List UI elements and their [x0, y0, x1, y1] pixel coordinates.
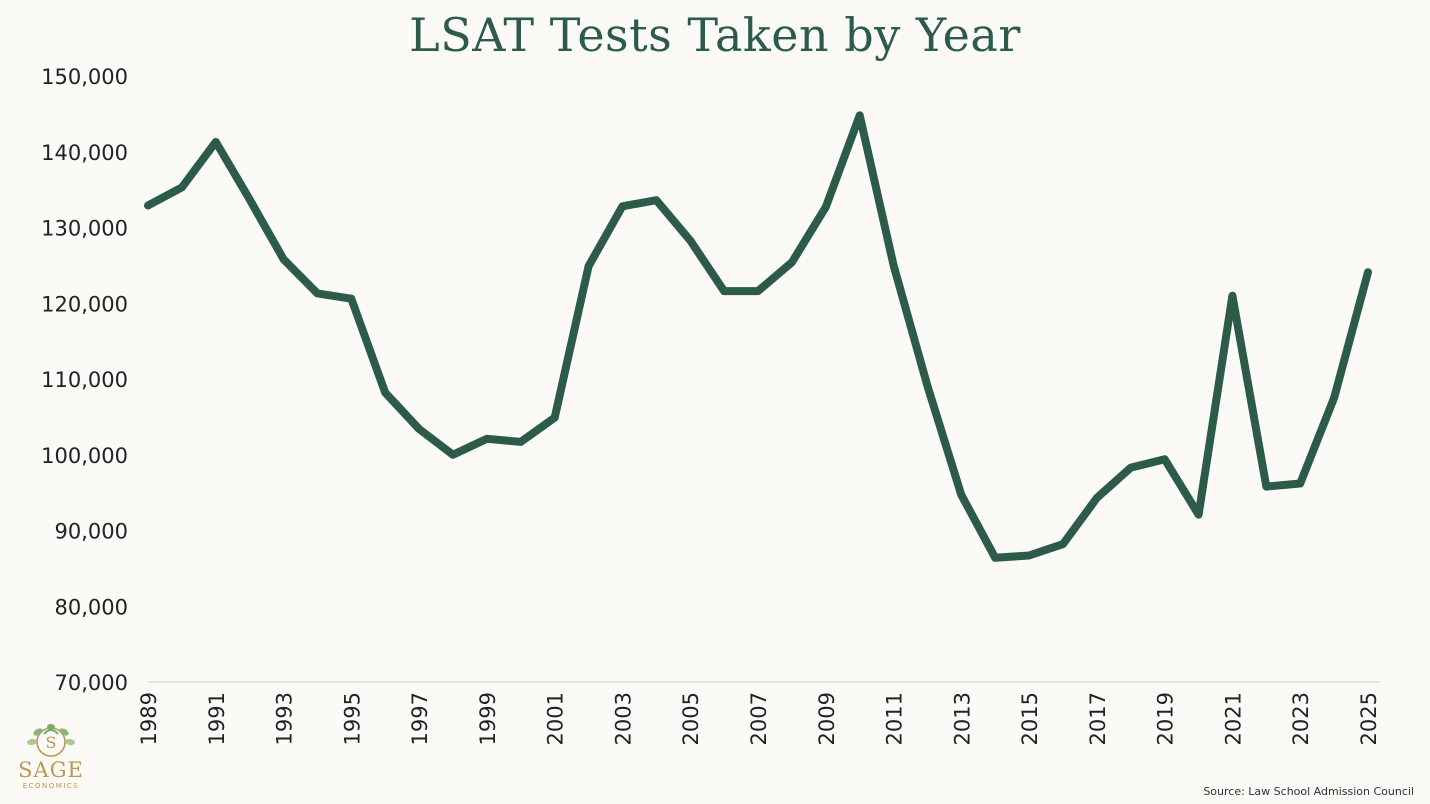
- data-point-1989: [144, 202, 152, 210]
- data-point-2018: [1127, 464, 1135, 472]
- source-note: Source: Law School Admission Council: [1203, 785, 1414, 798]
- data-point-1993: [280, 255, 288, 263]
- x-tick-label: 2001: [544, 692, 568, 745]
- y-tick-label: 150,000: [41, 65, 128, 89]
- x-tick-label: 2013: [950, 692, 974, 745]
- x-tick-label: 2003: [611, 692, 635, 745]
- logo-subtitle: ECONOMICS: [22, 782, 80, 790]
- x-tick-label: 1995: [340, 692, 364, 745]
- data-point-2000: [517, 438, 525, 446]
- leaf-tree-icon: S: [27, 724, 75, 757]
- x-axis: 1989 1991 1993 1995 1997 1999 2001 2003 2005 2007…: [137, 681, 1381, 745]
- x-tick-label: 1997: [408, 692, 432, 745]
- data-point-1997: [415, 425, 423, 433]
- data-point-2002: [585, 262, 593, 270]
- data-point-2021: [1228, 292, 1236, 300]
- x-tick-label: 2011: [883, 692, 907, 745]
- data-point-2025: [1364, 268, 1372, 276]
- data-point-2013: [957, 491, 965, 499]
- data-point-2007: [754, 287, 762, 295]
- data-point-2024: [1330, 394, 1338, 402]
- x-tick-label: 1989: [137, 692, 161, 745]
- series-layer: [144, 111, 1372, 562]
- data-point-1990: [178, 183, 186, 191]
- x-tick-label: 2015: [1018, 692, 1042, 745]
- data-point-1995: [347, 295, 355, 303]
- data-point-2023: [1296, 480, 1304, 488]
- data-point-2020: [1195, 511, 1203, 519]
- y-tick-label: 130,000: [41, 217, 128, 241]
- data-point-2003: [618, 202, 626, 210]
- data-point-1992: [246, 195, 254, 203]
- data-point-2019: [1161, 455, 1169, 463]
- x-tick-label: 1999: [476, 692, 500, 745]
- data-point-1991: [212, 138, 220, 146]
- logo-wordmark: SAGE: [18, 758, 84, 782]
- y-tick-label: 90,000: [55, 520, 128, 544]
- data-point-2005: [686, 236, 694, 244]
- y-tick-label: 100,000: [41, 444, 128, 468]
- y-axis: 70,000 80,000 90,000 100,000 110,000 120,000 1…: [41, 65, 128, 695]
- data-point-2006: [720, 287, 728, 295]
- data-point-2022: [1262, 483, 1270, 491]
- sage-economics-logo: S SAGE ECONOMICS: [14, 722, 88, 798]
- data-point-1994: [313, 289, 321, 297]
- y-tick-label: 120,000: [41, 292, 128, 316]
- data-point-2009: [822, 203, 830, 211]
- x-tick-label: 2021: [1221, 692, 1245, 745]
- x-tick-label: 1993: [273, 692, 297, 745]
- x-tick-label: 2017: [1086, 692, 1110, 745]
- x-tick-label: 2007: [747, 692, 771, 745]
- data-point-2010: [856, 111, 864, 119]
- y-tick-label: 140,000: [41, 141, 128, 165]
- y-tick-label: 70,000: [55, 671, 128, 695]
- x-tick-label: 2025: [1357, 692, 1381, 745]
- y-tick-label: 80,000: [55, 595, 128, 619]
- data-point-2014: [991, 554, 999, 562]
- data-point-2015: [1025, 551, 1033, 559]
- chart-title: LSAT Tests Taken by Year: [409, 8, 1021, 62]
- data-point-2012: [923, 382, 931, 390]
- series-line-lsat-tests: [144, 111, 1372, 562]
- x-tick-label: 2019: [1154, 692, 1178, 745]
- data-point-2017: [1093, 494, 1101, 502]
- x-tick-label: 1991: [205, 692, 229, 745]
- data-point-1996: [381, 389, 389, 397]
- data-point-1998: [449, 451, 457, 459]
- x-tick-label: 2005: [679, 692, 703, 745]
- data-point-2004: [652, 196, 660, 204]
- x-tick-label: 2009: [815, 692, 839, 745]
- y-tick-label: 110,000: [41, 368, 128, 392]
- data-point-2016: [1059, 540, 1067, 548]
- data-point-2008: [788, 258, 796, 266]
- data-point-2011: [890, 261, 898, 269]
- data-point-2001: [551, 414, 559, 422]
- x-tick-label: 2023: [1289, 692, 1313, 745]
- data-point-1999: [483, 435, 491, 443]
- svg-text:S: S: [46, 733, 57, 752]
